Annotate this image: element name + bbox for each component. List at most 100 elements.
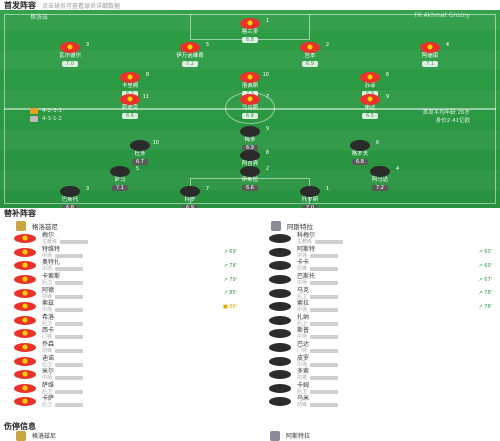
away-player[interactable]: 5 萨马 7.1: [85, 166, 155, 191]
sub-row[interactable]: 特维特 中场 ↗ 69': [0, 246, 245, 260]
away-crest-icon: [271, 221, 281, 231]
away-subs-team: 阿斯特拉: [287, 223, 313, 231]
sub-row[interactable]: 索拉 中场 ↗ 78': [255, 300, 500, 314]
sub-name: 西卡: [42, 327, 55, 335]
player-number: 4: [395, 166, 399, 172]
sub-row[interactable]: 巴达 门将: [255, 341, 500, 355]
away-player[interactable]: 1 托罗斯 7.0: [275, 186, 345, 208]
sub-row[interactable]: 马克 后卫 ↗ 78': [255, 286, 500, 300]
sub-position: 中场: [297, 280, 308, 287]
sub-name: 卡萨: [42, 395, 55, 403]
sub-event: ↗ 79': [223, 276, 237, 283]
sub-name: 乌米: [297, 395, 310, 403]
player-name: 洛佩斯: [241, 83, 259, 89]
home-player[interactable]: 4 阿德南 7.1: [395, 42, 465, 67]
away-crest-icon: [270, 430, 280, 441]
player-number: 6: [375, 140, 379, 146]
sub-row[interactable]: 卡萨 后卫: [0, 395, 245, 409]
sub-position: 主教练: [297, 239, 313, 246]
player-name: 马克斯: [241, 105, 259, 111]
home-crest-icon: [16, 221, 26, 231]
player-avatar: 6: [350, 140, 379, 151]
sub-row[interactable]: 卡索斯 后卫 ↗ 79': [0, 273, 245, 287]
sub-name: 巴斯托: [297, 273, 316, 281]
sub-event: ↗ 85': [223, 290, 237, 297]
home-stats: 4-2-3-1 首发平均年龄 26岁: [0, 108, 500, 116]
sub-row[interactable]: 皮罗 中场: [255, 354, 500, 368]
sub-row[interactable]: 卡卡 前锋 ↗ 60': [255, 259, 500, 273]
sub-row[interactable]: 迪诺 后卫: [0, 354, 245, 368]
sub-event: ↗ 78': [478, 303, 492, 310]
away-player[interactable]: 9 梅多 6.9: [215, 126, 285, 151]
player-rating: 6.5: [362, 113, 378, 119]
away-player[interactable]: 7 科罗 6.9: [155, 186, 225, 208]
sub-row[interactable]: 奥特扎 中场 ↗ 78': [0, 259, 245, 273]
sub-rating-bar: [55, 362, 84, 367]
away-player[interactable]: 10 杜多 6.7: [105, 140, 175, 165]
sub-rating-bar: [310, 267, 339, 272]
home-subs: 格洛兹尼 梅尔 主教练 特维特 中场 ↗ 69' 奥特扎 中场 ↗ 78' 卡索斯 后卫 ↗ 79'…: [0, 220, 245, 409]
home-player[interactable]: 11 萨迪克 6.6: [95, 94, 165, 119]
sub-rating-bar: [310, 389, 339, 394]
sub-row[interactable]: 巴斯托 中场 ↗ 67': [255, 273, 500, 287]
sub-position: 后卫: [42, 280, 53, 287]
player-avatar: 9: [360, 94, 389, 105]
sub-row[interactable]: 乌米 前锋: [255, 395, 500, 409]
player-rating: 6.9: [242, 145, 258, 151]
sub-row[interactable]: 索兹 中场 ■ 88': [0, 300, 245, 314]
away-player[interactable]: 2 伊斯拉 6.6: [215, 166, 285, 191]
sub-row[interactable]: 萨维 后卫: [0, 382, 245, 396]
sub-avatar: [269, 288, 291, 298]
sub-row[interactable]: 卡姆 后卫: [255, 382, 500, 396]
sub-row[interactable]: 阿斯特 中场 ↗ 60': [255, 246, 500, 260]
away-player[interactable]: 4 阿马达 7.2: [345, 166, 415, 191]
sub-row[interactable]: 希洛 后卫: [0, 314, 245, 328]
sub-row[interactable]: 梅尔 主教练: [0, 232, 245, 246]
sub-name: 马克: [297, 286, 310, 294]
player-avatar: 1: [300, 186, 329, 197]
sub-name: 阿斯特: [297, 245, 316, 253]
player-rating: 7.2: [372, 185, 388, 191]
sub-rating-bar: [55, 253, 84, 258]
sub-name: 索兹: [42, 300, 55, 308]
sub-rating-bar: [310, 294, 339, 299]
player-avatar: 11: [120, 94, 149, 105]
sub-position: 后卫: [297, 320, 308, 327]
home-player[interactable]: 3 瓦尔德尔 7.0: [35, 42, 105, 67]
player-avatar: 4: [370, 166, 399, 177]
sub-row[interactable]: 西卡 门将: [0, 327, 245, 341]
player-rating: 7.2: [182, 61, 198, 67]
home-team-label: 格洛兹: [30, 14, 49, 21]
player-number: 11: [142, 94, 149, 100]
sub-row[interactable]: 乔森 前锋: [0, 341, 245, 355]
home-player[interactable]: 7 马克斯 6.8: [215, 94, 285, 119]
home-player[interactable]: 2 宫本 6.9: [275, 42, 345, 67]
home-player[interactable]: 1 格兰多 6.8: [215, 18, 285, 43]
sub-row[interactable]: 斯普 中场: [255, 327, 500, 341]
sub-row[interactable]: 阿德 前锋 ↗ 85': [0, 286, 245, 300]
away-player[interactable]: 3 巴斯托 6.8: [35, 186, 105, 208]
sub-row[interactable]: 扎纳 后卫: [255, 314, 500, 328]
sub-avatar: [14, 329, 36, 339]
sub-name: 乔森: [42, 341, 55, 349]
player-name: 阿马达: [371, 177, 389, 183]
sub-rating-bar: [55, 403, 84, 408]
sub-position: 主教练: [42, 239, 58, 246]
sub-rating-bar: [55, 321, 84, 326]
sub-row[interactable]: 多索 前锋: [255, 368, 500, 382]
sub-avatar: [269, 302, 291, 312]
sub-avatar: [14, 356, 36, 366]
away-player[interactable]: 6 格罗夫 6.8: [325, 140, 395, 165]
sub-row[interactable]: 科梅尔 主教练: [255, 232, 500, 246]
sub-avatar: [269, 356, 291, 366]
sub-event: ↗ 60': [478, 262, 492, 269]
home-player[interactable]: 5 伊万诺维奇 7.2: [155, 42, 225, 67]
home-player[interactable]: 9 申达 6.5: [335, 94, 405, 119]
sub-position: 门将: [42, 334, 53, 341]
sub-position: 后卫: [42, 402, 53, 409]
sub-row[interactable]: 米尔 中场: [0, 368, 245, 382]
sub-avatar: [269, 383, 291, 393]
player-rating: 7.1: [422, 61, 438, 67]
sub-name: 迪诺: [42, 354, 55, 362]
player-number: 7: [205, 186, 209, 192]
